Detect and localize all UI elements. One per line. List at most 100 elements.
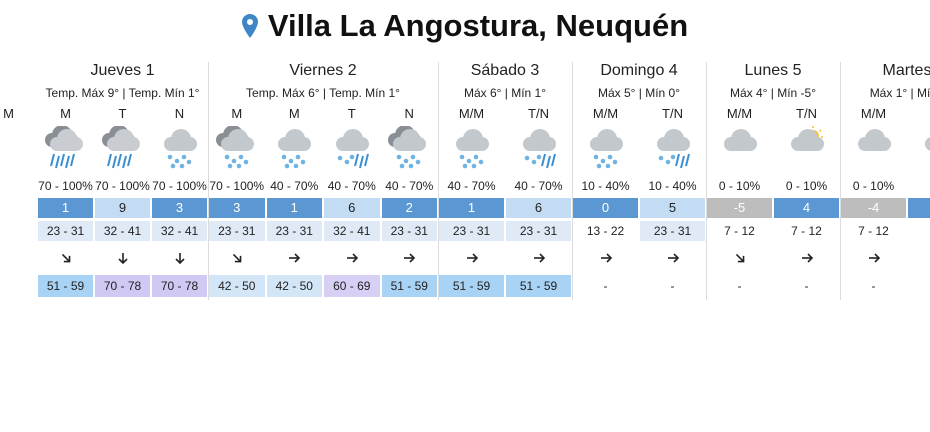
title: Villa La Angostura, Neuquén <box>267 8 689 43</box>
wind: 23 - 31 <box>38 221 93 241</box>
level: 5 <box>640 198 705 218</box>
precip: 10 - 40% <box>581 179 630 193</box>
weather-icon <box>656 129 690 169</box>
day-summary: Máx 5° | Mín 0° <box>597 86 681 100</box>
gust: - <box>670 279 675 293</box>
level: -4 <box>841 198 906 218</box>
period-label: M/M <box>860 106 887 121</box>
day-summary: Máx 6° | Mín 1° <box>463 86 547 100</box>
weather-icon <box>335 129 369 169</box>
wind: 13 - 22 <box>573 221 638 241</box>
wind: 7 - 12 <box>841 221 906 241</box>
wind: 23 - 31 <box>209 221 265 241</box>
period-label: M <box>288 106 300 121</box>
location-pin <box>241 14 258 38</box>
wind-arrow <box>600 253 612 263</box>
period-label: M/M <box>726 106 753 121</box>
level: 3 <box>152 198 207 218</box>
day-name: Lunes 5 <box>744 62 802 79</box>
period-label: M <box>231 106 243 121</box>
period-label: N <box>404 106 414 121</box>
wind-arrow <box>533 253 545 263</box>
day-name: Domingo 4 <box>600 62 678 79</box>
level: 4 <box>774 198 839 218</box>
period-label: M <box>3 106 14 121</box>
period-label: M <box>60 106 71 121</box>
precip: 70 - 100% <box>95 179 150 193</box>
wind-arrow <box>868 253 880 263</box>
title-bar: Villa La Angostura, Neuquén <box>0 8 930 44</box>
precip: 0 - 10% <box>852 179 895 193</box>
wind: 32 - 41 <box>95 221 150 241</box>
weather-icon <box>44 126 83 169</box>
level: 6 <box>506 198 571 218</box>
gust: - <box>871 279 876 293</box>
level: 6 <box>324 198 380 218</box>
day-summary: Temp. Máx 6° | Temp. Mín 1° <box>246 86 400 100</box>
wind-arrow <box>404 253 416 263</box>
wind: 32 - 41 <box>152 221 207 241</box>
day-separator <box>706 62 707 300</box>
gust: 51 - 59 <box>38 275 93 297</box>
period-label: T <box>916 106 930 121</box>
weather-icon <box>455 129 489 169</box>
precip: 0 <box>906 176 930 196</box>
weather-icon <box>163 129 197 169</box>
period-label: T/N <box>662 106 683 121</box>
precip: 70 - 100% <box>152 179 207 193</box>
precip: 40 - 70% <box>514 179 563 193</box>
gust: 70 - 78 <box>95 275 150 297</box>
gust: - <box>908 275 930 297</box>
wind-arrow <box>174 253 185 265</box>
period-label: T/N <box>528 106 549 121</box>
gust: 60 - 69 <box>324 275 380 297</box>
precip: 40 - 70% <box>385 179 434 193</box>
weather-icon <box>723 129 757 151</box>
wind-arrow <box>117 253 128 265</box>
wind: 23 - 31 <box>640 221 705 241</box>
weather-icon <box>857 129 891 151</box>
wind-arrow <box>61 253 70 263</box>
weather-icon <box>101 126 140 169</box>
precip: 70 - 100% <box>209 179 265 193</box>
wind: 7 <box>908 221 930 241</box>
day-separator <box>438 62 439 300</box>
wind-arrow <box>801 253 813 263</box>
period-label: T <box>347 106 356 121</box>
wind: 23 - 31 <box>439 221 504 241</box>
day-summary: Máx 1° | Mín - <box>869 86 930 100</box>
level: -5 <box>707 198 772 218</box>
level <box>908 198 930 218</box>
weather-icon <box>388 126 427 169</box>
precip: 40 - 70% <box>447 179 496 193</box>
wind: 23 - 31 <box>381 221 437 241</box>
day-name: Sábado 3 <box>470 62 540 79</box>
day-separator <box>208 62 209 300</box>
day-summary: Máx 4° | Mín -5° <box>729 86 817 100</box>
wind-arrow <box>667 253 679 263</box>
day-summary: Temp. Máx 9° | Temp. Mín 1° <box>45 86 200 100</box>
precip: 0 - 10% <box>785 179 828 193</box>
day-separator <box>840 62 841 300</box>
wind-arrow <box>232 253 242 263</box>
gust: - <box>804 279 809 293</box>
level: 2 <box>381 198 437 218</box>
weather-icon <box>790 126 824 151</box>
precip: 40 - 70% <box>327 179 376 193</box>
period-label: M/M <box>592 106 619 121</box>
period-label: T <box>118 106 127 121</box>
precip: 0 - 10% <box>718 179 761 193</box>
level: 3 <box>209 198 265 218</box>
gust: - <box>603 279 608 293</box>
gust: 70 - 78 <box>152 275 207 297</box>
precip: 10 - 40% <box>648 179 697 193</box>
period-label: M/M <box>458 106 485 121</box>
gust: 42 - 50 <box>209 275 265 297</box>
gust: 42 - 50 <box>266 275 322 297</box>
level: 9 <box>95 198 150 218</box>
wind: 7 - 12 <box>707 221 772 241</box>
level: 0 <box>573 198 638 218</box>
wind-arrow <box>289 253 301 263</box>
weather-icon <box>589 129 623 169</box>
level: 1 <box>38 198 93 218</box>
